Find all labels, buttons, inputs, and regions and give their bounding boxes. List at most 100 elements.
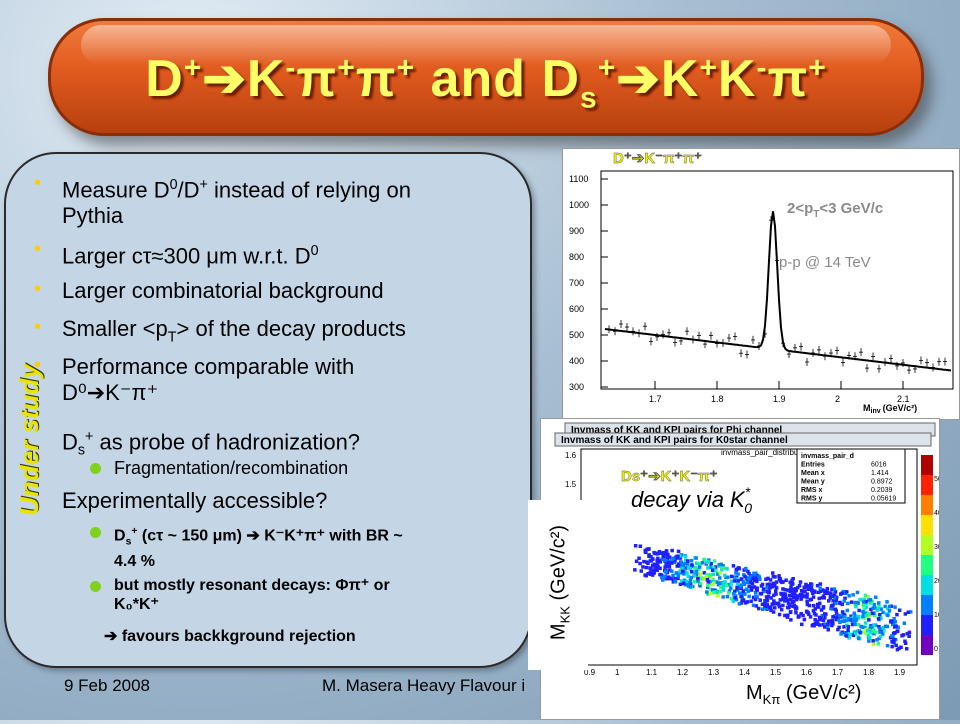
- hist-cell: [863, 593, 868, 598]
- stats-value: 6016: [871, 462, 887, 469]
- hist-cell: [731, 564, 736, 568]
- hist-cell: [909, 610, 913, 614]
- hist-cell: [846, 628, 850, 632]
- hist-cell: [866, 629, 870, 633]
- hist-cell: [733, 589, 737, 594]
- hist-cell: [729, 579, 734, 583]
- hist-cell: [753, 591, 758, 595]
- x-tick-label: 1.6: [801, 668, 813, 677]
- hist-cell: [664, 569, 668, 574]
- hist-cell: [808, 615, 813, 619]
- hist-cell: [671, 556, 676, 561]
- hist-cell: [846, 616, 851, 621]
- hist-cell: [659, 573, 664, 577]
- hist-cell: [819, 608, 824, 612]
- hist-cell: [708, 591, 712, 596]
- hist-cell: [876, 616, 881, 621]
- hist-cell: [643, 548, 647, 553]
- x-tick-label: 1.9: [773, 394, 786, 404]
- hist-cell: [735, 586, 739, 590]
- hist-cell: [879, 634, 883, 639]
- hist-cell: [773, 606, 777, 610]
- hist-cell: [666, 553, 670, 558]
- hist-cell: [868, 598, 873, 602]
- color-scale-cell: [921, 615, 933, 635]
- hist-cell: [654, 565, 658, 570]
- hist-cell: [706, 592, 710, 596]
- hist-cell: [864, 599, 868, 604]
- hist-cell: [664, 563, 668, 567]
- hist-cell: [905, 631, 910, 636]
- hist-cell: [736, 579, 740, 583]
- hist-cell: [781, 603, 785, 608]
- hist-cell: [831, 598, 835, 603]
- hist-cell: [642, 559, 646, 564]
- hist-cell: [758, 598, 762, 602]
- hist-cell: [747, 594, 751, 599]
- hist-cell: [836, 618, 840, 622]
- hist-cell: [745, 580, 750, 585]
- hist-cell: [726, 575, 730, 580]
- hist-cell: [903, 639, 907, 643]
- hist-cell: [801, 613, 805, 618]
- hist-cell: [771, 610, 776, 614]
- title-banner: D+➔K-π+π+ and Ds+➔K+K-π+: [48, 18, 924, 136]
- hist-cell: [833, 590, 838, 594]
- hist-cell: [705, 590, 709, 594]
- hist-cell: [856, 636, 861, 641]
- hist-cell: [645, 547, 649, 552]
- hist-cell: [880, 627, 885, 632]
- hist-cell: [850, 622, 855, 627]
- hist-cell: [854, 617, 859, 621]
- hist-cell: [735, 577, 739, 581]
- hist-cell: [777, 574, 781, 578]
- hist-cell: [849, 614, 853, 618]
- hist-cell: [861, 614, 865, 618]
- hist-cell: [723, 573, 727, 578]
- hist-cell: [679, 560, 683, 565]
- hist-cell: [883, 604, 887, 609]
- hist-cell: [650, 572, 655, 576]
- z-tick-label: 50: [934, 476, 939, 483]
- hist-cell: [856, 601, 860, 605]
- hist-cell: [827, 619, 832, 623]
- hist-cell: [853, 603, 858, 607]
- fit-curve: [604, 211, 952, 372]
- hist-cell: [768, 578, 773, 582]
- hist-cell: [831, 603, 835, 607]
- hist-cell: [788, 589, 793, 593]
- hist-cell: [830, 621, 834, 625]
- hist-cell: [819, 589, 823, 593]
- hist-cell: [861, 598, 865, 602]
- hist-cell: [868, 601, 872, 605]
- hist-cell: [895, 612, 899, 617]
- hist-cell: [776, 601, 781, 606]
- hist-cell: [718, 581, 722, 585]
- hist-cell: [694, 572, 698, 577]
- hist-cell: [706, 583, 710, 587]
- hist-cell: [698, 572, 703, 576]
- hist-cell: [902, 621, 907, 625]
- hist-cell: [891, 634, 895, 639]
- hist-cell: [743, 592, 747, 596]
- hist-cell: [870, 611, 874, 615]
- green-dot-icon: [90, 581, 101, 592]
- hist-cell: [686, 559, 690, 563]
- hist-cell: [783, 613, 787, 618]
- hist-cell: [657, 559, 662, 563]
- hist-cell: [874, 595, 878, 599]
- hist-cell: [721, 595, 725, 599]
- hist-cell: [694, 556, 698, 560]
- hist-cell: [839, 632, 843, 636]
- hist-cell: [732, 592, 736, 596]
- hist-cell: [742, 582, 747, 587]
- histname: invmass_pair_distribution_for_Signal: [721, 448, 852, 457]
- hist-cell: [769, 605, 773, 609]
- hist-cell: [679, 571, 683, 575]
- hist-cell: [863, 616, 868, 620]
- green-dot-icon: [90, 463, 101, 474]
- hist-cell: [876, 642, 881, 646]
- hist-cell: [892, 617, 896, 621]
- hist-cell: [695, 561, 699, 565]
- color-scale-cell: [921, 595, 933, 615]
